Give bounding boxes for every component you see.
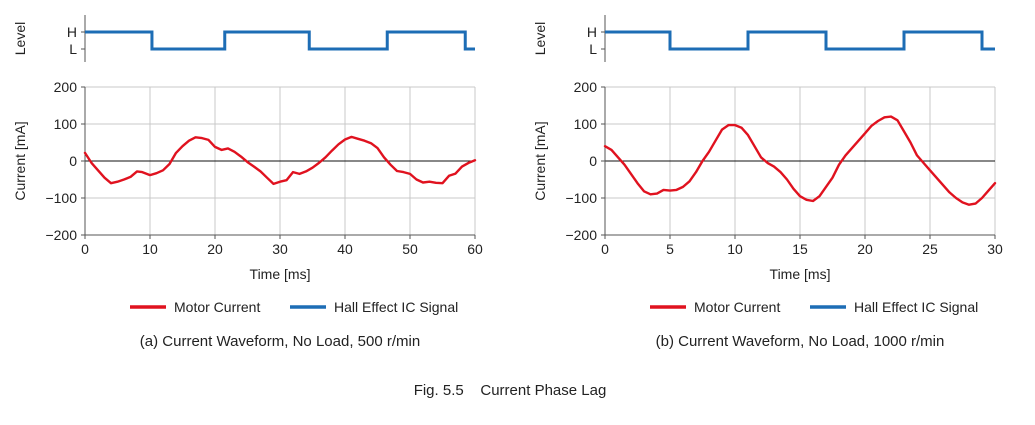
hall-signal-line <box>85 30 475 51</box>
y-tick-label: 0 <box>589 153 597 169</box>
motor-current-line <box>603 115 997 206</box>
x-tick-label: 20 <box>207 241 223 257</box>
level-axis-title: Level <box>532 22 548 55</box>
y-tick-label: 100 <box>574 116 598 132</box>
x-axis-title: Time [ms] <box>770 266 831 282</box>
x-tick-label: 25 <box>922 241 938 257</box>
hall-signal-line <box>605 30 995 51</box>
y-axis-title: Current [mA] <box>532 121 548 200</box>
x-tick-label: 0 <box>601 241 609 257</box>
legend-label-hall: Hall Effect IC Signal <box>334 299 458 315</box>
x-tick-label: 60 <box>467 241 483 257</box>
x-axis-title: Time [ms] <box>250 266 311 282</box>
y-tick-label: 200 <box>54 79 78 95</box>
x-tick-label: 20 <box>857 241 873 257</box>
x-tick-label: 10 <box>727 241 743 257</box>
x-tick-label: 0 <box>81 241 89 257</box>
x-tick-label: 40 <box>337 241 353 257</box>
panel-caption: (a) Current Waveform, No Load, 500 r/min <box>140 333 420 350</box>
panel-a: HL Level 0 10 20 30 40 50 60 200 100 0 −100 −200 Time … <box>12 15 483 350</box>
y-tick-label: 200 <box>574 79 598 95</box>
legend-label-hall: Hall Effect IC Signal <box>854 299 978 315</box>
y-tick-label: −100 <box>45 190 77 206</box>
y-tick-label: 100 <box>54 116 78 132</box>
motor-current-line <box>83 135 477 186</box>
x-tick-label: 30 <box>987 241 1003 257</box>
y-tick-label: −100 <box>565 190 597 206</box>
y-tick-label: −200 <box>45 227 77 243</box>
x-tick-label: 5 <box>666 241 674 257</box>
x-tick-label: 10 <box>142 241 158 257</box>
figure-caption: Fig. 5.5 Current Phase Lag <box>414 382 607 399</box>
x-tick-label: 30 <box>272 241 288 257</box>
y-axis-title: Current [mA] <box>12 121 28 200</box>
level-axis-title: Level <box>12 22 28 55</box>
legend-label-motor: Motor Current <box>694 299 780 315</box>
x-tick-label: 50 <box>402 241 418 257</box>
panel-b: HL Level 0 5 10 15 20 25 30 200 100 0 −100 −200 Time [… <box>532 15 1003 350</box>
x-tick-label: 15 <box>792 241 808 257</box>
y-tick-label: 0 <box>69 153 77 169</box>
legend-label-motor: Motor Current <box>174 299 260 315</box>
level-tick-label-l: L <box>69 41 77 57</box>
level-tick-label-l: L <box>589 41 597 57</box>
level-tick-label-h: H <box>587 24 597 40</box>
y-tick-label: −200 <box>565 227 597 243</box>
level-tick-label-h: H <box>67 24 77 40</box>
panel-caption: (b) Current Waveform, No Load, 1000 r/mi… <box>656 333 945 350</box>
